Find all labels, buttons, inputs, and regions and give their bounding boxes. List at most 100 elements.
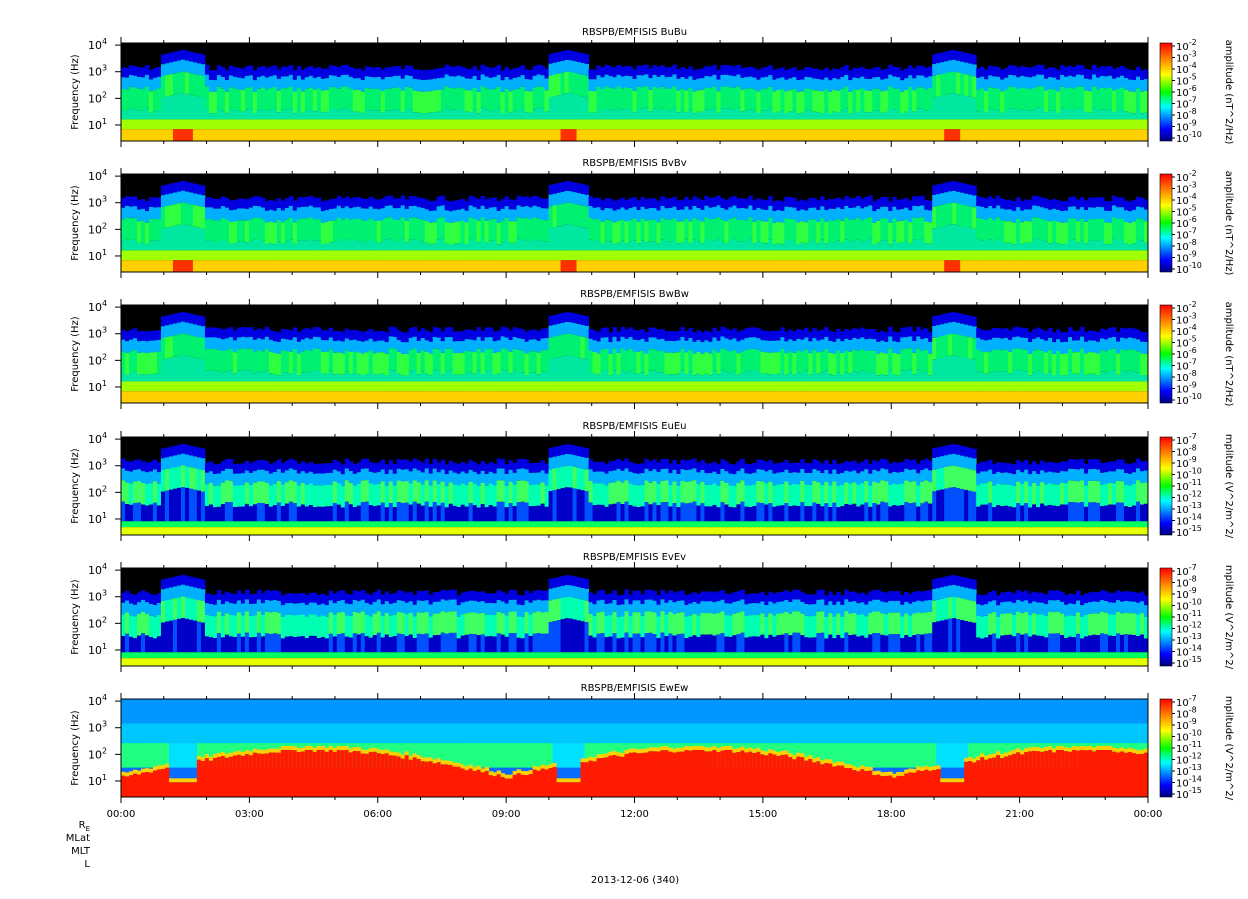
x-tick-label: 09:00 (492, 809, 521, 820)
spectrogram-panel: RBSPB/EMFISIS BwBw 104 103 102 101 Frequency … (70, 289, 1234, 409)
y-tick-label: 103 (88, 458, 107, 473)
colorbar-tick-label: 10-13 (1176, 632, 1202, 647)
mlt-label: MLT (71, 846, 90, 857)
colorbar-tick-label: 10-8 (1176, 238, 1197, 253)
colorbar (1159, 173, 1173, 273)
colorbar-tick-label: 10-11 (1176, 478, 1202, 493)
colorbar-tick-label: 10-10 (1176, 261, 1202, 276)
y-tick-label: 102 (88, 746, 107, 761)
colorbar-tick-label: 10-12 (1176, 621, 1202, 636)
x-tick-label: 12:00 (620, 809, 649, 820)
colorbar-tick-label: 10-6 (1176, 346, 1197, 361)
colorbar-label: mplitude (V^2/m^2/ (1223, 434, 1234, 539)
spectrogram-image (121, 574, 1149, 666)
y-tick-label: 102 (88, 615, 107, 630)
y-tick-label: 101 (88, 642, 107, 657)
y-axis-label: Frequency (Hz) (70, 316, 81, 392)
colorbar-tick-label: 10-2 (1176, 169, 1197, 184)
colorbar-tick-label: 10-10 (1176, 130, 1202, 145)
y-tick-label: 103 (88, 326, 107, 341)
colorbar-label: mplitude (V^2/m^2/ (1223, 565, 1234, 670)
spectrogram-panel: RBSPB/EMFISIS BvBv 104 103 102 101 Frequency … (70, 158, 1234, 278)
colorbar-tick-label: 10-10 (1176, 729, 1202, 744)
colorbar-tick-label: 10-9 (1176, 381, 1197, 396)
l-label: L (84, 859, 90, 870)
colorbar-tick-label: 10-8 (1176, 575, 1197, 590)
colorbar-label: amplitude (nT^2/Hz) (1223, 171, 1234, 276)
colorbar-label: mplitude (V^2/m^2/ (1223, 696, 1234, 801)
colorbar (1159, 42, 1173, 142)
colorbar (1159, 436, 1173, 536)
colorbar-tick-label: 10-13 (1176, 501, 1202, 516)
colorbar-tick-label: 10-15 (1176, 655, 1202, 670)
y-axis-label: Frequency (Hz) (70, 448, 81, 524)
colorbar (1159, 304, 1173, 404)
panel-title: RBSPB/EMFISIS BvBv (582, 158, 686, 169)
y-axis-label: Frequency (Hz) (70, 54, 81, 130)
panel-title: RBSPB/EMFISIS BwBw (580, 289, 689, 300)
colorbar-tick-label: 10-7 (1176, 694, 1197, 709)
colorbar-tick-label: 10-4 (1176, 61, 1197, 76)
x-tick-label: 06:00 (363, 809, 392, 820)
colorbar-tick-label: 10-7 (1176, 563, 1197, 578)
panel-title: RBSPB/EMFISIS EwEw (581, 683, 689, 694)
spectrogram-panel: RBSPB/EMFISIS BuBu 104 103 102 101 Frequency … (70, 27, 1234, 147)
y-axis-label: Frequency (Hz) (70, 185, 81, 261)
y-tick-label: 101 (88, 117, 107, 132)
spectrogram-panel: RBSPB/EMFISIS EuEu 104 103 102 101 Frequency … (70, 421, 1234, 541)
y-tick-label: 103 (88, 589, 107, 604)
y-axis-label: Frequency (Hz) (70, 579, 81, 655)
colorbar-tick-label: 10-11 (1176, 740, 1202, 755)
colorbar-tick-label: 10-9 (1176, 119, 1197, 134)
colorbar-tick-label: 10-13 (1176, 763, 1202, 778)
colorbar-tick-label: 10-5 (1176, 204, 1197, 219)
panel-title: RBSPB/EMFISIS EvEv (583, 552, 686, 563)
x-tick-label: 18:00 (877, 809, 906, 820)
y-tick-label: 101 (88, 379, 107, 394)
y-tick-label: 104 (88, 168, 107, 183)
colorbar-tick-label: 10-9 (1176, 586, 1197, 601)
colorbar-tick-label: 10-9 (1176, 455, 1197, 470)
colorbar-tick-label: 10-8 (1176, 444, 1197, 459)
spectrogram-image (121, 699, 1149, 797)
re-label: RE (78, 820, 90, 833)
colorbar-tick-label: 10-15 (1176, 786, 1202, 801)
colorbar-tick-label: 10-8 (1176, 369, 1197, 384)
y-tick-label: 104 (88, 37, 107, 52)
y-tick-label: 104 (88, 693, 107, 708)
colorbar-tick-label: 10-5 (1176, 335, 1197, 350)
colorbar-tick-label: 10-8 (1176, 706, 1197, 721)
y-tick-label: 103 (88, 720, 107, 735)
colorbar-tick-label: 10-6 (1176, 84, 1197, 99)
spectrogram-panel: RBSPB/EMFISIS EvEv 104 103 102 101 Frequency … (70, 552, 1234, 672)
colorbar-tick-label: 10-12 (1176, 752, 1202, 767)
y-tick-label: 101 (88, 511, 107, 526)
panel-title: RBSPB/EMFISIS EuEu (582, 421, 686, 432)
colorbar-label: amplitude (nT^2/Hz) (1223, 40, 1234, 145)
colorbar-tick-label: 10-12 (1176, 490, 1202, 505)
colorbar-tick-label: 10-6 (1176, 215, 1197, 230)
colorbar-tick-label: 10-7 (1176, 432, 1197, 447)
spectrogram-image (121, 49, 1149, 141)
colorbar-tick-label: 10-11 (1176, 609, 1202, 624)
colorbar-tick-label: 10-3 (1176, 50, 1197, 65)
spectrogram-panel: RBSPB/EMFISIS EwEw 104 103 102 101 Frequency … (70, 683, 1234, 803)
colorbar-tick-label: 10-4 (1176, 323, 1197, 338)
colorbar-tick-label: 10-10 (1176, 598, 1202, 613)
y-tick-label: 104 (88, 431, 107, 446)
colorbar-tick-label: 10-10 (1176, 467, 1202, 482)
spectrogram-image (121, 443, 1149, 535)
colorbar-tick-label: 10-2 (1176, 300, 1197, 315)
x-tick-label: 00:00 (1134, 809, 1163, 820)
colorbar-tick-label: 10-7 (1176, 358, 1197, 373)
colorbar (1159, 567, 1173, 667)
panel-title: RBSPB/EMFISIS BuBu (582, 27, 687, 38)
colorbar-tick-label: 10-2 (1176, 38, 1197, 53)
colorbar-tick-label: 10-4 (1176, 192, 1197, 207)
y-tick-label: 101 (88, 773, 107, 788)
y-tick-label: 101 (88, 248, 107, 263)
colorbar-tick-label: 10-3 (1176, 181, 1197, 196)
spectrogram-image (121, 180, 1149, 272)
colorbar-tick-label: 10-3 (1176, 312, 1197, 327)
